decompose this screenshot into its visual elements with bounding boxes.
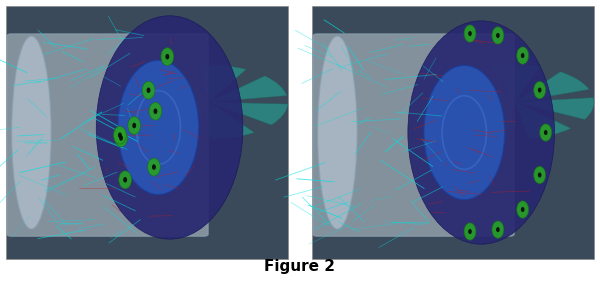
Ellipse shape: [146, 87, 151, 93]
Ellipse shape: [166, 54, 169, 60]
Ellipse shape: [148, 158, 160, 176]
Wedge shape: [130, 93, 209, 115]
Ellipse shape: [115, 129, 127, 147]
Ellipse shape: [128, 117, 140, 135]
Ellipse shape: [517, 47, 529, 64]
Ellipse shape: [517, 201, 529, 218]
Ellipse shape: [154, 109, 157, 114]
Wedge shape: [515, 102, 571, 139]
Wedge shape: [515, 98, 594, 120]
Ellipse shape: [424, 65, 505, 200]
Ellipse shape: [521, 53, 524, 58]
Ellipse shape: [540, 124, 551, 141]
FancyBboxPatch shape: [7, 34, 208, 236]
Ellipse shape: [113, 126, 126, 144]
Ellipse shape: [408, 21, 554, 244]
Ellipse shape: [118, 132, 122, 138]
Wedge shape: [492, 65, 539, 102]
Ellipse shape: [544, 130, 548, 135]
Ellipse shape: [492, 221, 504, 238]
Wedge shape: [209, 76, 287, 102]
Ellipse shape: [534, 166, 545, 184]
Ellipse shape: [464, 25, 476, 42]
Wedge shape: [209, 102, 254, 139]
Ellipse shape: [468, 229, 472, 234]
Ellipse shape: [161, 48, 173, 65]
Ellipse shape: [96, 16, 243, 239]
Ellipse shape: [317, 36, 357, 229]
Ellipse shape: [464, 223, 476, 240]
Ellipse shape: [538, 87, 542, 92]
Text: Figure 2: Figure 2: [265, 259, 335, 274]
Wedge shape: [147, 102, 209, 138]
Wedge shape: [436, 100, 515, 121]
Ellipse shape: [492, 27, 504, 44]
Ellipse shape: [142, 81, 155, 99]
Ellipse shape: [538, 173, 542, 178]
Ellipse shape: [468, 31, 472, 36]
Wedge shape: [462, 102, 515, 139]
Ellipse shape: [123, 177, 127, 182]
Ellipse shape: [521, 207, 524, 212]
Wedge shape: [142, 68, 209, 102]
Ellipse shape: [149, 102, 162, 120]
FancyBboxPatch shape: [313, 34, 514, 236]
Ellipse shape: [132, 123, 136, 128]
Ellipse shape: [118, 60, 199, 195]
Ellipse shape: [119, 135, 123, 141]
Bar: [312, 6, 594, 259]
Wedge shape: [442, 71, 515, 102]
Ellipse shape: [11, 36, 51, 229]
Wedge shape: [209, 102, 288, 125]
Wedge shape: [515, 72, 589, 102]
Wedge shape: [199, 65, 246, 102]
Ellipse shape: [119, 171, 131, 189]
Bar: [6, 6, 288, 259]
Ellipse shape: [152, 164, 156, 170]
Ellipse shape: [496, 33, 500, 38]
Ellipse shape: [534, 81, 545, 99]
Ellipse shape: [496, 227, 500, 232]
